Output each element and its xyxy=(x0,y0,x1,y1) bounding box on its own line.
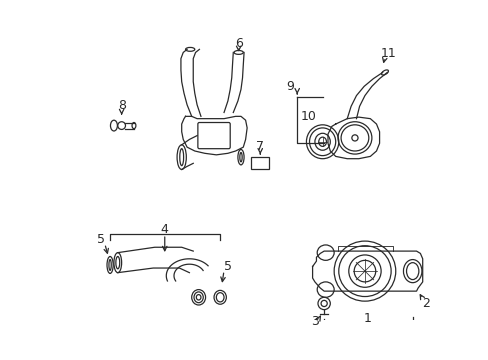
Text: 10: 10 xyxy=(301,110,316,123)
Text: 1: 1 xyxy=(364,312,371,325)
Text: 2: 2 xyxy=(421,297,429,310)
Text: 5: 5 xyxy=(224,260,231,273)
Text: 9: 9 xyxy=(286,80,294,93)
Text: 8: 8 xyxy=(118,99,125,112)
Text: 4: 4 xyxy=(161,223,168,236)
Text: 11: 11 xyxy=(379,48,395,60)
Text: 7: 7 xyxy=(256,140,264,153)
Text: 6: 6 xyxy=(234,37,242,50)
Text: 5: 5 xyxy=(97,233,104,246)
Text: 3: 3 xyxy=(310,315,318,328)
